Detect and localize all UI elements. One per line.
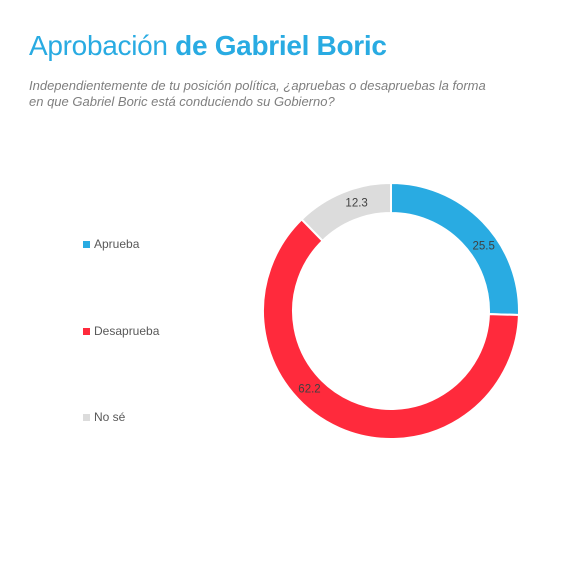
legend-item-aprueba: Aprueba: [83, 237, 139, 251]
value-label-desaprueba: 62.2: [298, 383, 320, 395]
legend: Aprueba Desaprueba No sé: [83, 0, 243, 563]
donut-slice-desaprueba: [262, 217, 520, 440]
value-label-aprueba: 25.5: [472, 240, 494, 252]
donut-slice-no-se: [300, 181, 392, 243]
chart-subtitle: Independientemente de tu posición políti…: [29, 78, 486, 109]
chart-title: Aprobación de Gabriel Boric: [29, 30, 387, 62]
legend-item-no-se: No sé: [83, 410, 125, 424]
value-label-no-se: 12.3: [345, 197, 367, 209]
chart-title-part2: de Gabriel Boric: [175, 30, 387, 61]
donut-value-labels: 25.5 62.2 12.3: [298, 197, 495, 395]
legend-swatch-no-se: [83, 413, 90, 421]
donut-slice-aprueba: [390, 181, 520, 317]
legend-label-no-se: No sé: [94, 410, 126, 424]
legend-label-aprueba: Aprueba: [94, 237, 140, 251]
legend-swatch-desaprueba: [83, 327, 90, 335]
legend-item-desaprueba: Desaprueba: [83, 324, 159, 338]
legend-label-desaprueba: Desaprueba: [94, 324, 160, 338]
legend-swatch-aprueba: [83, 240, 90, 248]
donut-slices: [262, 181, 520, 440]
chart-title-part1: Aprobación: [29, 30, 168, 61]
